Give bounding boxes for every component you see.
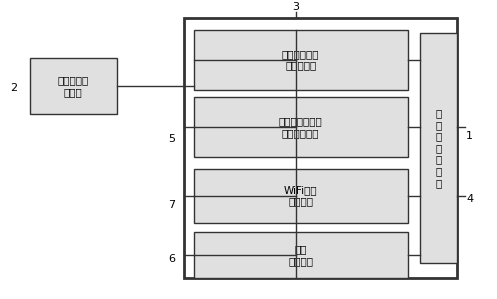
Bar <box>194 169 408 223</box>
Bar <box>30 58 117 114</box>
Text: WiFi控制
管理模块: WiFi控制 管理模块 <box>284 185 318 207</box>
Bar <box>184 18 457 278</box>
Text: 锂电
供电模块: 锂电 供电模块 <box>288 244 313 266</box>
Text: 无线多信道信
号探测模块: 无线多信道信 号探测模块 <box>282 49 320 71</box>
Text: 4: 4 <box>466 194 473 204</box>
Text: 无线多信道信号
转换处理模块: 无线多信道信号 转换处理模块 <box>279 116 323 138</box>
Text: 定向天线接
收模块: 定向天线接 收模块 <box>58 75 89 97</box>
Text: 6: 6 <box>168 254 175 264</box>
Text: 5: 5 <box>168 134 175 144</box>
Bar <box>194 232 408 278</box>
Text: 信
号
主
控
制
模
块: 信 号 主 控 制 模 块 <box>435 108 442 188</box>
Text: 2: 2 <box>10 83 17 93</box>
Bar <box>194 97 408 157</box>
Bar <box>420 33 457 263</box>
Text: 7: 7 <box>168 200 175 210</box>
Text: 3: 3 <box>292 1 299 12</box>
Text: 1: 1 <box>466 131 473 141</box>
Bar <box>194 30 408 90</box>
